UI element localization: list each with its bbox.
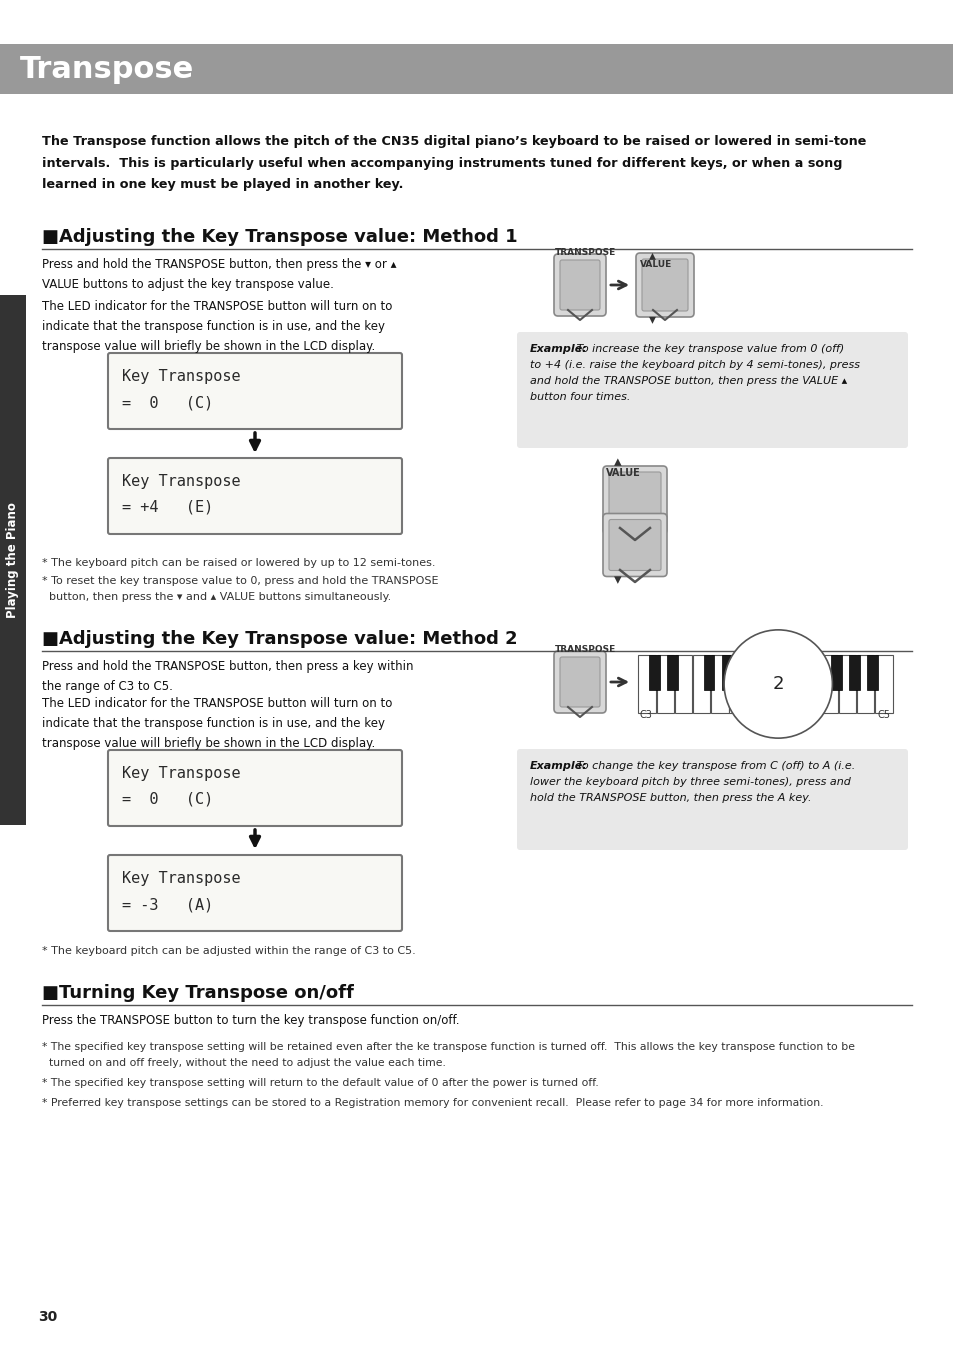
Text: ■Adjusting the Key Transpose value: Method 1: ■Adjusting the Key Transpose value: Meth… <box>42 228 517 246</box>
FancyBboxPatch shape <box>729 655 746 713</box>
Text: Example:: Example: <box>530 761 587 771</box>
FancyBboxPatch shape <box>559 657 599 707</box>
Text: ▾: ▾ <box>614 572 621 587</box>
FancyBboxPatch shape <box>108 352 401 429</box>
FancyBboxPatch shape <box>783 655 801 713</box>
FancyBboxPatch shape <box>559 261 599 310</box>
Text: button four times.: button four times. <box>530 392 630 402</box>
FancyBboxPatch shape <box>108 751 401 826</box>
FancyBboxPatch shape <box>517 332 907 448</box>
Text: = -3   (A): = -3 (A) <box>122 896 213 913</box>
Text: Press and hold the TRANSPOSE button, then press a key within
the range of C3 to : Press and hold the TRANSPOSE button, the… <box>42 660 413 693</box>
FancyBboxPatch shape <box>874 655 892 713</box>
Text: To increase the key transpose value from 0 (off): To increase the key transpose value from… <box>573 344 843 354</box>
FancyBboxPatch shape <box>602 513 666 576</box>
Text: 2: 2 <box>772 675 783 693</box>
Text: turned on and off freely, without the need to adjust the value each time.: turned on and off freely, without the ne… <box>42 1058 445 1068</box>
Text: = +4   (E): = +4 (E) <box>122 500 213 514</box>
Text: button, then press the ▾ and ▴ VALUE buttons simultaneously.: button, then press the ▾ and ▴ VALUE but… <box>42 593 391 602</box>
Text: * To reset the key transpose value to 0, press and hold the TRANSPOSE: * To reset the key transpose value to 0,… <box>42 576 438 586</box>
Text: Press the TRANSPOSE button to turn the key transpose function on/off.: Press the TRANSPOSE button to turn the k… <box>42 1014 459 1027</box>
Text: VALUE: VALUE <box>605 468 640 478</box>
Text: ■Adjusting the Key Transpose value: Method 2: ■Adjusting the Key Transpose value: Meth… <box>42 630 517 648</box>
Text: Key Transpose: Key Transpose <box>122 871 240 886</box>
FancyBboxPatch shape <box>747 655 764 713</box>
FancyBboxPatch shape <box>648 655 659 690</box>
Text: =  0   (C): = 0 (C) <box>122 396 213 410</box>
FancyBboxPatch shape <box>638 655 655 713</box>
Text: 30: 30 <box>38 1310 57 1324</box>
Text: Key Transpose: Key Transpose <box>122 474 240 489</box>
Text: * The keyboard pitch can be raised or lowered by up to 12 semi-tones.: * The keyboard pitch can be raised or lo… <box>42 558 435 568</box>
FancyBboxPatch shape <box>0 45 953 95</box>
Text: =  0   (C): = 0 (C) <box>122 792 213 807</box>
Text: * The specified key transpose setting will return to the default value of 0 afte: * The specified key transpose setting wi… <box>42 1079 598 1088</box>
FancyBboxPatch shape <box>740 655 750 690</box>
Text: ▾: ▾ <box>648 312 655 325</box>
FancyBboxPatch shape <box>838 655 855 713</box>
Text: The LED indicator for the TRANSPOSE button will turn on to
indicate that the tra: The LED indicator for the TRANSPOSE butt… <box>42 300 392 352</box>
FancyBboxPatch shape <box>820 655 837 713</box>
Text: * The keyboard pitch can be adjusted within the range of C3 to C5.: * The keyboard pitch can be adjusted wit… <box>42 946 416 956</box>
Text: C3: C3 <box>639 710 652 720</box>
FancyBboxPatch shape <box>517 749 907 850</box>
Text: * Preferred key transpose settings can be stored to a Registration memory for co: * Preferred key transpose settings can b… <box>42 1098 822 1108</box>
FancyBboxPatch shape <box>765 655 782 713</box>
Text: C5: C5 <box>877 710 890 720</box>
FancyBboxPatch shape <box>674 655 692 713</box>
FancyBboxPatch shape <box>666 655 678 690</box>
Text: To change the key transpose from C (off) to A (i.e.: To change the key transpose from C (off)… <box>573 761 854 771</box>
FancyBboxPatch shape <box>636 252 693 317</box>
Text: ▴: ▴ <box>648 248 655 262</box>
Text: and hold the TRANSPOSE button, then press the VALUE ▴: and hold the TRANSPOSE button, then pres… <box>530 377 846 386</box>
FancyBboxPatch shape <box>608 520 660 571</box>
FancyBboxPatch shape <box>108 458 401 535</box>
FancyBboxPatch shape <box>856 655 874 713</box>
Text: Playing the Piano: Playing the Piano <box>7 502 19 618</box>
Text: The LED indicator for the TRANSPOSE button will turn on to
indicate that the tra: The LED indicator for the TRANSPOSE butt… <box>42 697 392 751</box>
FancyBboxPatch shape <box>711 655 728 713</box>
FancyBboxPatch shape <box>602 466 666 535</box>
FancyBboxPatch shape <box>721 655 732 690</box>
FancyBboxPatch shape <box>608 472 660 528</box>
FancyBboxPatch shape <box>830 655 841 690</box>
FancyBboxPatch shape <box>554 254 605 316</box>
FancyBboxPatch shape <box>801 655 819 713</box>
FancyBboxPatch shape <box>554 651 605 713</box>
FancyBboxPatch shape <box>794 655 804 690</box>
FancyBboxPatch shape <box>776 655 786 690</box>
FancyBboxPatch shape <box>866 655 878 690</box>
Text: Transpose: Transpose <box>20 55 194 85</box>
Text: The Transpose function allows the pitch of the CN35 digital piano’s keyboard to : The Transpose function allows the pitch … <box>42 135 865 190</box>
Text: Press and hold the TRANSPOSE button, then press the ▾ or ▴
VALUE buttons to adju: Press and hold the TRANSPOSE button, the… <box>42 258 396 292</box>
Text: Example:: Example: <box>530 344 587 354</box>
FancyBboxPatch shape <box>0 296 26 825</box>
FancyBboxPatch shape <box>848 655 860 690</box>
FancyBboxPatch shape <box>692 655 710 713</box>
Text: hold the TRANSPOSE button, then press the A key.: hold the TRANSPOSE button, then press th… <box>530 792 811 803</box>
Text: to +4 (i.e. raise the keyboard pitch by 4 semi-tones), press: to +4 (i.e. raise the keyboard pitch by … <box>530 360 859 370</box>
Text: TRANSPOSE: TRANSPOSE <box>555 645 616 653</box>
FancyBboxPatch shape <box>656 655 674 713</box>
Text: Key Transpose: Key Transpose <box>122 369 240 383</box>
Text: * The specified key transpose setting will be retained even after the ke transpo: * The specified key transpose setting wi… <box>42 1042 854 1052</box>
Text: TRANSPOSE: TRANSPOSE <box>555 248 616 256</box>
Text: VALUE: VALUE <box>639 261 672 269</box>
Text: Key Transpose: Key Transpose <box>122 765 240 782</box>
FancyBboxPatch shape <box>641 259 687 310</box>
Text: lower the keyboard pitch by three semi-tones), press and: lower the keyboard pitch by three semi-t… <box>530 778 850 787</box>
FancyBboxPatch shape <box>108 855 401 931</box>
FancyBboxPatch shape <box>702 655 714 690</box>
Text: ■Turning Key Transpose on/off: ■Turning Key Transpose on/off <box>42 984 354 1002</box>
Text: ▴: ▴ <box>614 454 621 468</box>
